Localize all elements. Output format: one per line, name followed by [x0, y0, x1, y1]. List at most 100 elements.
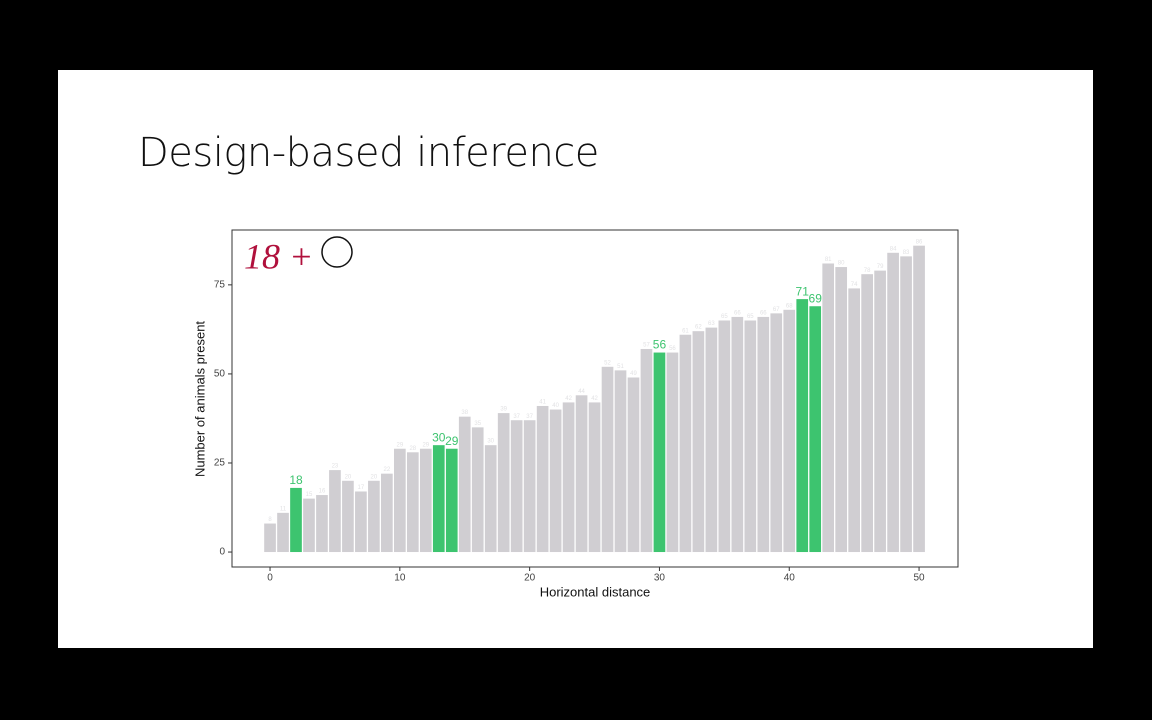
value-label: 37 [526, 414, 533, 420]
bar [783, 309, 796, 553]
bar [562, 402, 575, 553]
value-label: 66 [734, 310, 741, 316]
value-label: 56 [653, 338, 667, 352]
value-label: 23 [332, 464, 339, 470]
value-label: 83 [903, 250, 910, 256]
value-label: 29 [396, 442, 403, 448]
value-label: 30 [487, 439, 494, 445]
bar [731, 316, 744, 553]
bar [744, 320, 757, 553]
value-label: 81 [825, 257, 832, 263]
value-label: 79 [877, 264, 884, 270]
value-label: 63 [708, 321, 715, 327]
bar [822, 263, 835, 553]
bar [471, 427, 484, 553]
value-label: 78 [864, 268, 871, 274]
bar [640, 348, 653, 553]
value-label: 8 [268, 517, 272, 523]
bar [588, 402, 601, 553]
value-label: 65 [721, 314, 728, 320]
x-tick-label: 20 [524, 573, 536, 584]
value-label: 42 [565, 396, 572, 402]
bar [277, 512, 289, 553]
x-tick-label: 40 [784, 573, 796, 584]
value-label: 22 [384, 467, 391, 473]
value-label: 29 [445, 434, 459, 448]
bar [796, 299, 809, 553]
bar [770, 313, 783, 553]
bar [445, 448, 458, 553]
value-label: 52 [604, 360, 611, 366]
value-label: 29 [422, 442, 429, 448]
bar [614, 370, 627, 553]
bar [705, 327, 718, 553]
annotation: 18 + [244, 236, 313, 276]
y-tick-label: 25 [214, 458, 226, 469]
y-tick-label: 50 [214, 369, 226, 380]
bar [368, 480, 380, 553]
bar [809, 306, 822, 553]
bar [861, 274, 873, 553]
bar [432, 445, 445, 553]
value-label: 56 [669, 346, 676, 352]
bar [342, 480, 354, 553]
value-label: 42 [591, 396, 598, 402]
value-label: 18 [289, 473, 303, 487]
bar [264, 523, 276, 553]
value-label: 51 [617, 364, 624, 370]
value-label: 67 [773, 307, 780, 313]
value-label: 37 [513, 414, 520, 420]
value-label: 80 [838, 261, 845, 267]
value-label: 65 [747, 314, 754, 320]
bar [549, 409, 562, 553]
pen-cursor [321, 236, 353, 268]
value-label: 30 [432, 430, 446, 444]
x-tick-label: 30 [654, 573, 666, 584]
value-label: 39 [500, 407, 507, 413]
value-label: 41 [539, 400, 546, 406]
bar [419, 448, 432, 553]
bar [601, 366, 614, 553]
value-label: 17 [358, 485, 365, 491]
value-label: 61 [682, 328, 689, 334]
bar [835, 267, 848, 553]
bar [303, 498, 315, 553]
panel-border [231, 229, 959, 568]
bar [355, 491, 367, 553]
bar [523, 420, 536, 553]
value-label: 71 [796, 284, 810, 298]
bar [913, 245, 925, 553]
value-label: 15 [306, 492, 313, 498]
value-label: 68 [786, 303, 793, 309]
value-label: 66 [760, 310, 767, 316]
y-tick-label: 75 [214, 280, 226, 291]
x-tick-label: 50 [913, 573, 925, 584]
bar [458, 416, 471, 553]
value-label: 74 [851, 282, 858, 288]
value-label: 20 [345, 474, 352, 480]
bar [900, 256, 912, 553]
bar [718, 320, 731, 553]
bar [484, 445, 497, 553]
bar [290, 487, 302, 553]
bar [679, 334, 692, 553]
bar [874, 270, 886, 553]
value-label: 44 [578, 389, 585, 395]
bar [653, 352, 666, 553]
value-label: 62 [695, 325, 702, 331]
bar [316, 495, 328, 553]
x-axis-label: Horizontal distance [540, 584, 651, 599]
slide-title: Design-based inference [138, 130, 599, 176]
x-tick-label: 0 [267, 573, 273, 584]
bar [406, 452, 419, 553]
bar [627, 377, 640, 553]
y-axis-label: Number of animals present [192, 321, 207, 477]
y-tick-label: 0 [219, 547, 225, 558]
value-label: 57 [643, 343, 650, 349]
bar [666, 352, 679, 553]
value-label: 38 [461, 410, 468, 416]
value-label: 28 [409, 446, 416, 452]
bar [381, 473, 393, 553]
